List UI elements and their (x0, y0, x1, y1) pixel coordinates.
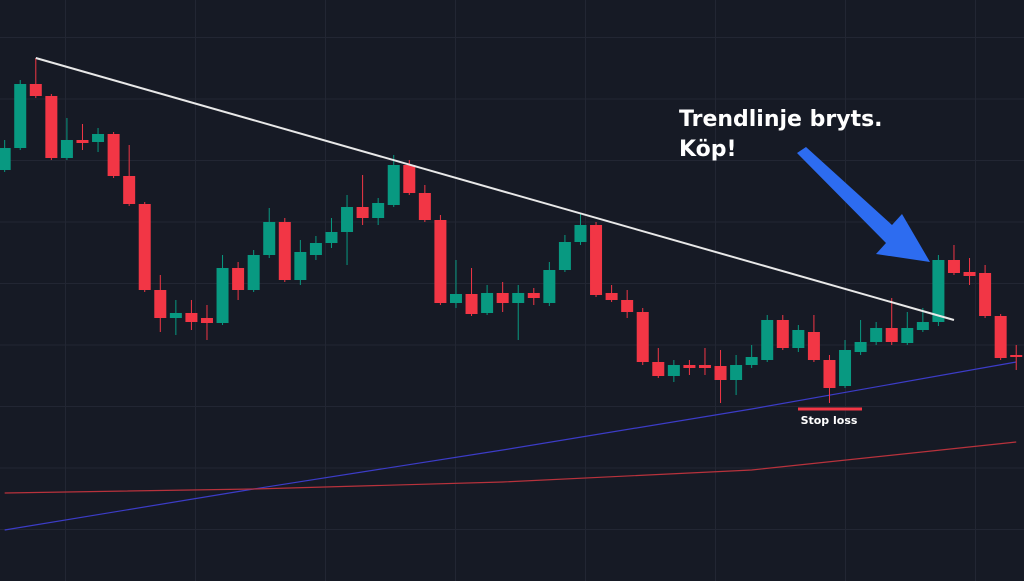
candle-body (29, 84, 42, 96)
candle-body (527, 293, 540, 298)
candle-body (185, 313, 198, 322)
candle-body (590, 225, 603, 295)
candle-body (667, 365, 680, 376)
candle-body (232, 268, 245, 290)
candle-body (807, 332, 820, 360)
candle-body (745, 357, 758, 365)
candle-body (216, 268, 229, 323)
candle-body (776, 320, 789, 348)
candle-body (481, 293, 494, 313)
candle-body (200, 318, 213, 323)
moving-average (4, 441, 1017, 494)
candle-body (341, 207, 354, 232)
candle-body (496, 293, 509, 303)
candle-body (543, 270, 556, 303)
candle-body (60, 140, 73, 158)
candle-body (325, 232, 338, 243)
candle-body (932, 260, 945, 322)
candle-body (263, 222, 276, 255)
candle-body (418, 193, 431, 220)
moving-average (4, 361, 1017, 531)
candle-body (636, 312, 649, 362)
candle-body (92, 134, 105, 142)
candle-body (963, 272, 976, 276)
candle-body (107, 134, 120, 176)
candle-body (138, 204, 151, 290)
candle-body (854, 342, 867, 352)
candle-body (947, 260, 960, 273)
candle-body (45, 96, 58, 158)
candle-body (730, 365, 743, 380)
candle-body (574, 225, 587, 242)
candle-body (558, 242, 571, 270)
candle-body (621, 300, 634, 312)
candle-body (247, 255, 260, 290)
annotation-line: Trendlinje bryts. (679, 107, 883, 132)
candle-body (994, 316, 1007, 358)
candle-body (465, 294, 478, 314)
candle-body (372, 203, 385, 218)
candle-body (683, 365, 696, 368)
arrow (797, 147, 930, 262)
candle-body (839, 350, 852, 386)
candle-body (512, 293, 525, 303)
candle-body (792, 330, 805, 348)
annotation-line: Köp! (679, 137, 737, 162)
candle-body (1010, 355, 1023, 357)
candle-body (14, 84, 27, 148)
candle-body (434, 220, 447, 303)
candle-body (714, 366, 727, 380)
candle-body (885, 328, 898, 342)
candle-body (294, 252, 307, 280)
candle-body (403, 165, 416, 193)
trendline (35, 57, 955, 321)
candle-body (605, 293, 618, 300)
candle-body (698, 365, 711, 368)
candle-body (123, 176, 136, 204)
candle-body (309, 243, 322, 255)
candle-body (916, 322, 929, 330)
candle-body (169, 313, 182, 318)
candle-body (356, 207, 369, 218)
candle-body (979, 273, 992, 316)
candle-body (823, 360, 836, 388)
candle-body (652, 362, 665, 376)
candle-body (901, 328, 914, 343)
candle-body (154, 290, 167, 318)
candle-body (449, 294, 462, 303)
candle-body (0, 148, 11, 170)
candle-body (387, 165, 400, 205)
candle-body (278, 222, 291, 280)
candle-body (76, 140, 89, 143)
stop-loss-label: Stop loss (801, 414, 858, 427)
candle-body (870, 328, 883, 342)
candle-body (761, 320, 774, 360)
